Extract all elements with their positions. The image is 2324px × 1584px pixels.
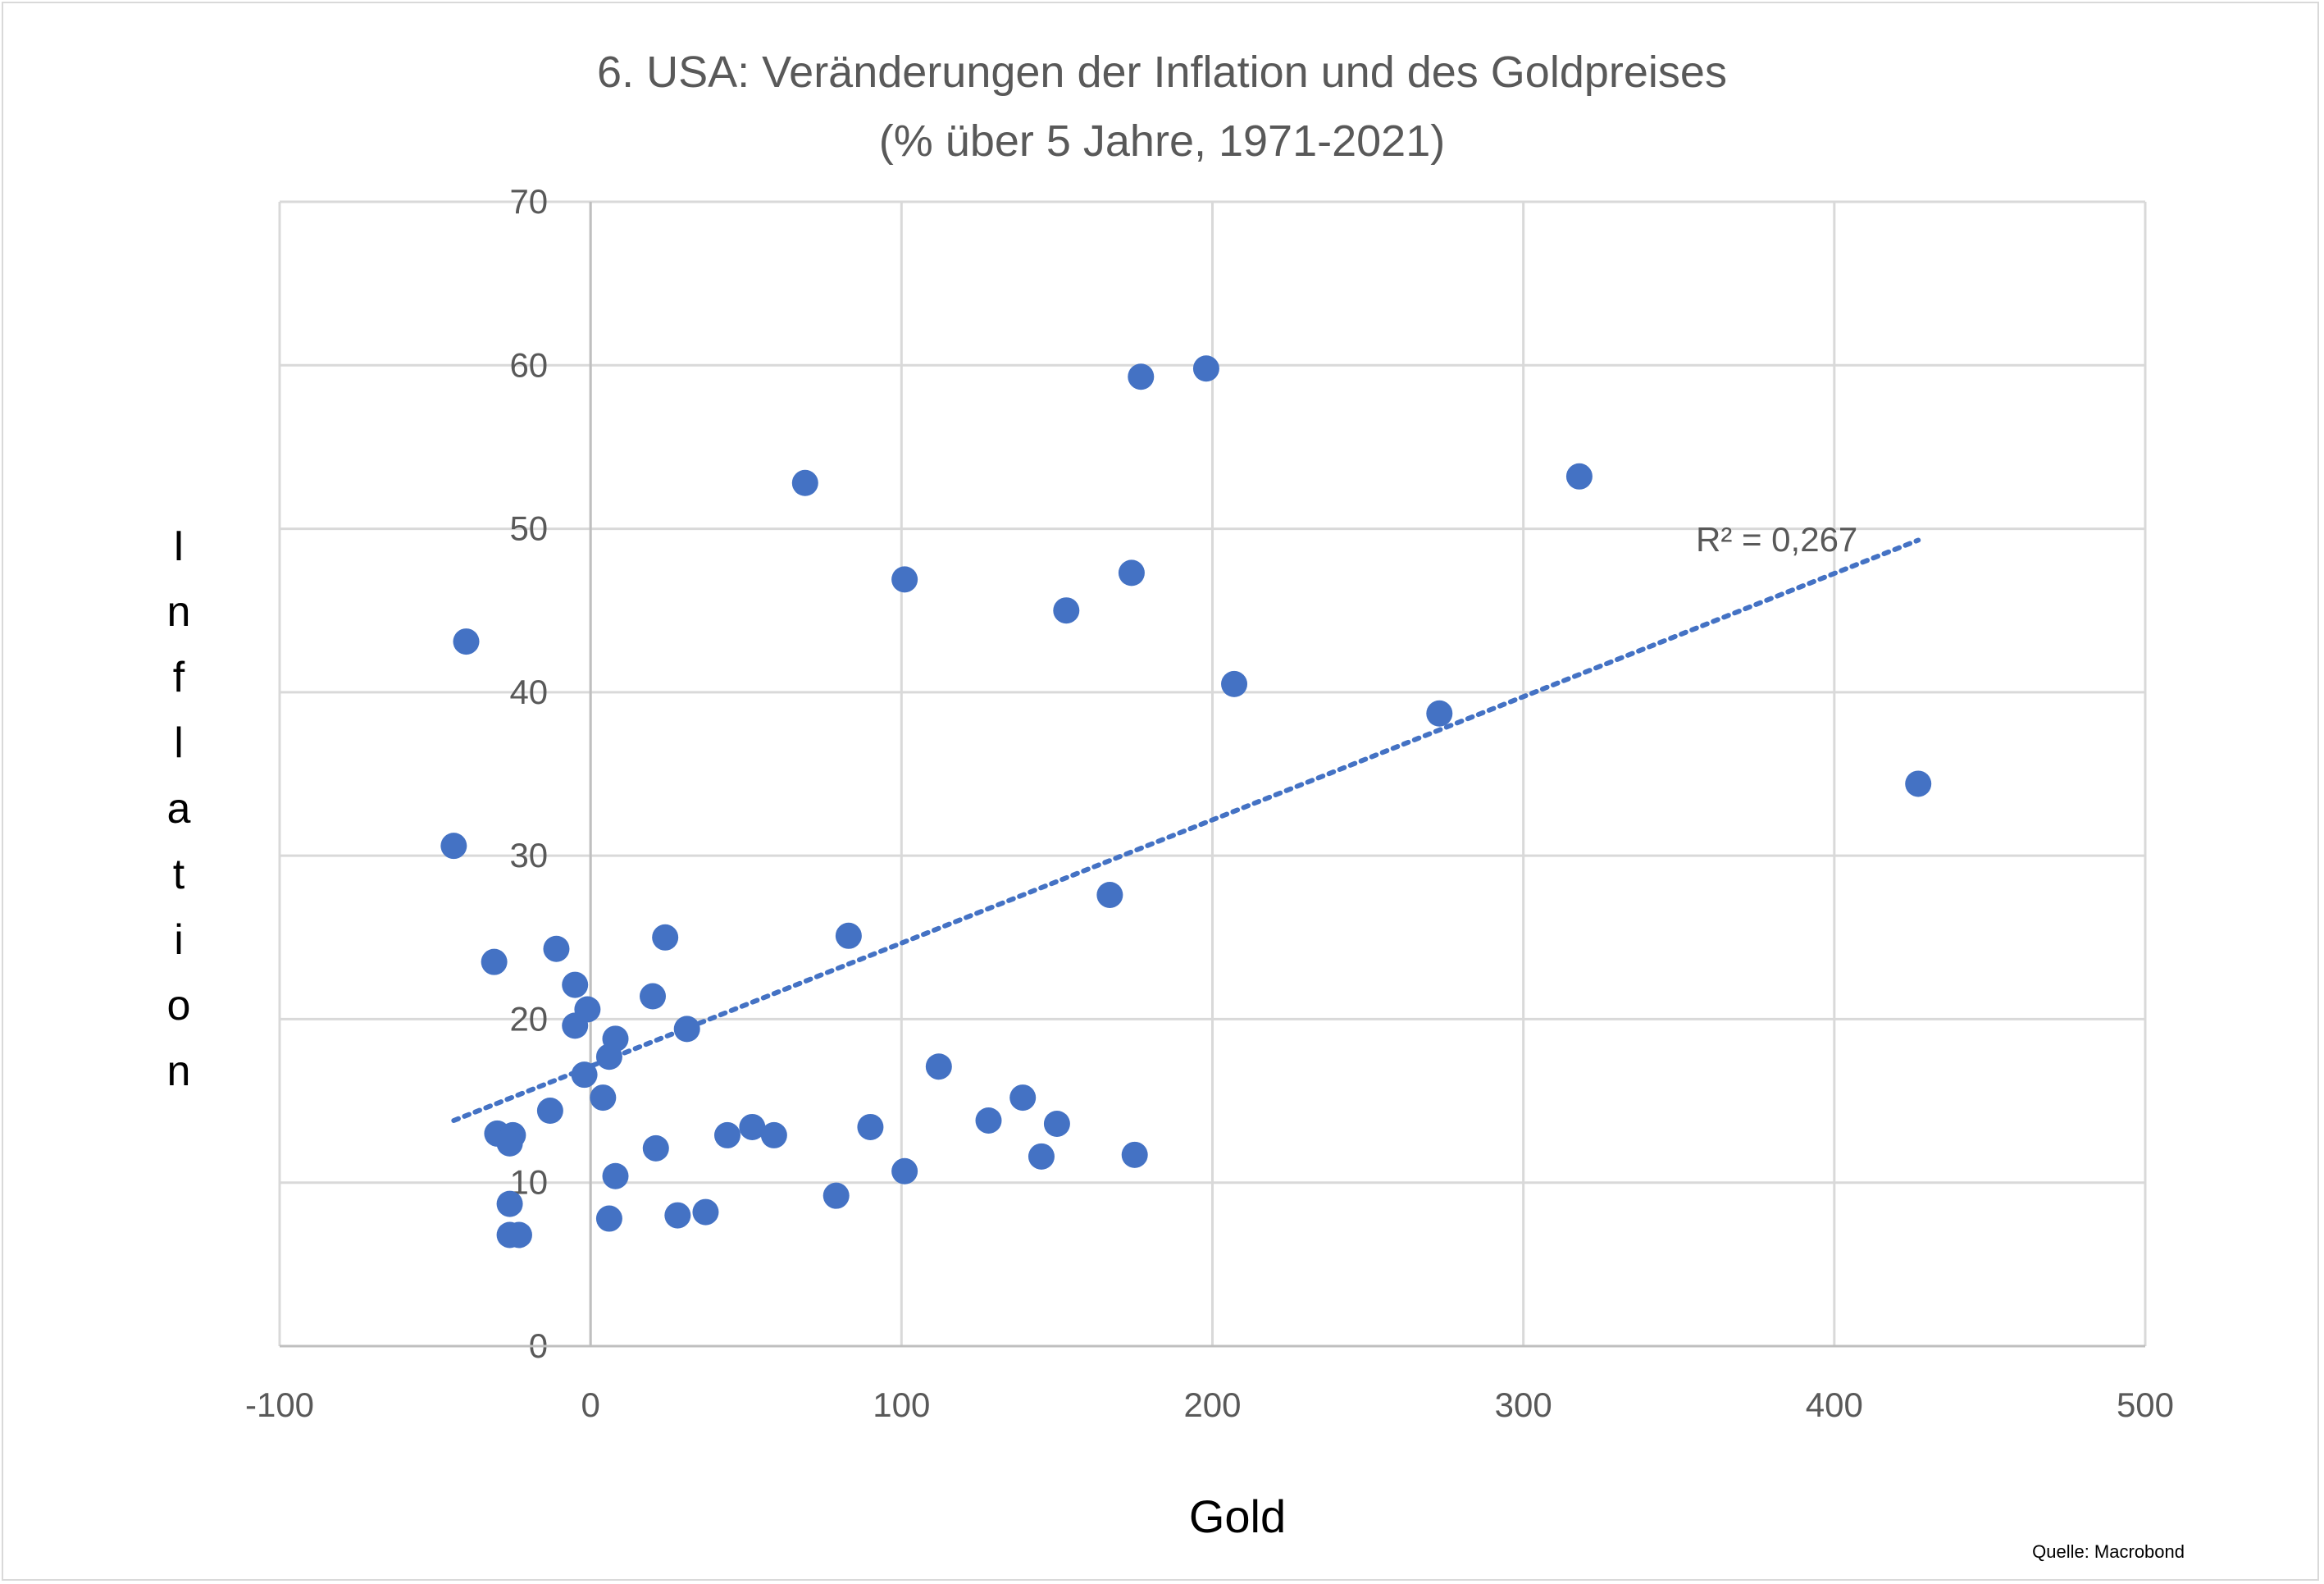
y-axis-title-letter: n	[167, 1048, 191, 1095]
x-tick-label: 400	[1806, 1385, 1863, 1424]
y-axis-title: Inflation	[167, 523, 191, 1095]
scatter-point	[1043, 1110, 1070, 1137]
scatter-point	[1192, 355, 1219, 382]
scatter-point	[714, 1121, 740, 1148]
y-axis-title-letter: t	[173, 851, 185, 898]
point-layer	[440, 355, 1932, 1248]
scatter-point	[571, 1061, 598, 1089]
x-tick-label: 0	[581, 1385, 599, 1424]
scatter-point	[595, 1205, 622, 1232]
y-axis-title-letter: a	[167, 785, 191, 833]
scatter-point	[562, 1012, 589, 1039]
trendline-layer	[451, 537, 1921, 1123]
scatter-point	[453, 628, 480, 655]
x-tick-label: 200	[1183, 1385, 1241, 1424]
scatter-point	[562, 971, 589, 998]
y-axis-title-letter: f	[173, 654, 185, 701]
scatter-point	[602, 1162, 629, 1189]
scatter-point	[664, 1202, 691, 1229]
x-tick-label: 100	[873, 1385, 930, 1424]
y-tick-label: 30	[509, 836, 548, 874]
y-axis-title-letter: n	[167, 588, 191, 636]
x-tick-label: 300	[1495, 1385, 1552, 1424]
scatter-point	[1905, 770, 1932, 797]
y-tick-label: 70	[509, 182, 548, 221]
x-tick-label: -100	[245, 1385, 314, 1424]
trendline	[451, 537, 1921, 1123]
scatter-point	[642, 1134, 669, 1162]
scatter-point	[1053, 597, 1080, 624]
scatter-point	[1009, 1084, 1037, 1112]
scatter-point	[835, 922, 862, 949]
scatter-point	[925, 1053, 952, 1080]
scatter-point	[1128, 363, 1155, 390]
chart-title: 6. USA: Veränderungen der Inflation und …	[597, 48, 1727, 97]
scatter-point	[505, 1221, 532, 1248]
scatter-point	[536, 1098, 563, 1125]
x-axis-title: Gold	[1189, 1490, 1286, 1542]
scatter-point	[1028, 1143, 1055, 1170]
y-tick-label: 60	[509, 345, 548, 384]
x-tick-label: 500	[2117, 1385, 2174, 1424]
scatter-point	[1096, 881, 1123, 908]
scatter-point	[739, 1113, 766, 1140]
scatter-point	[673, 1016, 700, 1043]
source-note: Quelle: Macrobond	[2032, 1541, 2185, 1562]
scatter-point	[1221, 670, 1248, 697]
scatter-point	[543, 935, 570, 962]
scatter-point	[791, 469, 818, 496]
scatter-point	[496, 1130, 523, 1157]
scatter-point	[1121, 1141, 1148, 1168]
y-axis-title-letter: o	[167, 982, 191, 1029]
scatter-point	[481, 948, 508, 975]
y-axis-title-letter: i	[174, 916, 184, 964]
scatter-point	[652, 924, 679, 951]
scatter-point	[975, 1107, 1002, 1134]
scatter-point	[1118, 559, 1145, 587]
y-tick-label: 50	[509, 509, 548, 548]
scatter-point	[692, 1198, 719, 1226]
y-tick-label: 40	[509, 673, 548, 711]
r-squared-label: R² = 0,267	[1696, 520, 1857, 559]
scatter-point	[496, 1190, 523, 1217]
scatter-point	[823, 1182, 850, 1209]
scatter-point	[1565, 463, 1593, 490]
y-axis-title-letter: I	[173, 523, 185, 570]
scatter-point	[640, 983, 666, 1010]
scatter-point	[891, 566, 918, 593]
scatter-point	[602, 1025, 629, 1052]
scatter-point	[1426, 700, 1453, 727]
scatter-point	[440, 833, 467, 860]
scatter-point	[857, 1113, 884, 1140]
y-axis-title-letter: l	[174, 719, 184, 767]
scatter-point	[590, 1084, 617, 1112]
scatter-point	[891, 1157, 918, 1185]
scatter-point	[760, 1121, 787, 1148]
y-tick-label: 20	[509, 999, 548, 1038]
chart-subtitle: (% über 5 Jahre, 1971-2021)	[879, 116, 1445, 166]
